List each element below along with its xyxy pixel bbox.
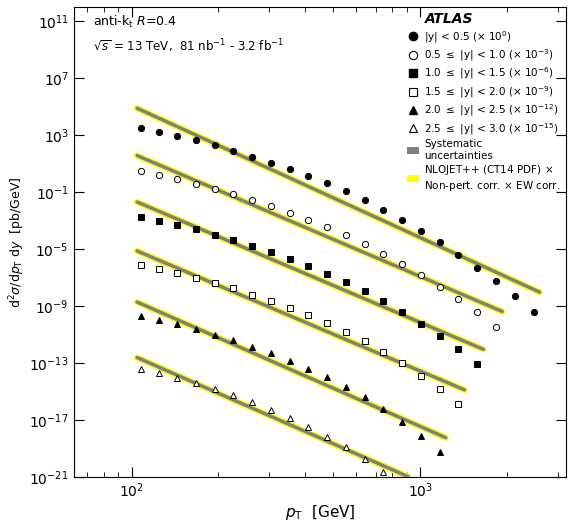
Y-axis label: d$^{2}\sigma$/d$p_{\mathrm{T}}$ d$y$  [pb/GeV]: d$^{2}\sigma$/d$p_{\mathrm{T}}$ d$y$ [pb… <box>7 176 26 308</box>
X-axis label: $p_{\mathrm{T}}$  [GeV]: $p_{\mathrm{T}}$ [GeV] <box>285 503 355 522</box>
Legend: ATLAS, |y| < 0.5 ($\times$ 10$^{0}$), 0.5 $\leq$ |y| < 1.0 ($\times$ 10$^{-3}$),: ATLAS, |y| < 0.5 ($\times$ 10$^{0}$), 0.… <box>405 10 563 196</box>
Text: $\sqrt{s}$ = 13 TeV,  81 nb$^{-1}$ - 3.2 fb$^{-1}$: $\sqrt{s}$ = 13 TeV, 81 nb$^{-1}$ - 3.2 … <box>93 38 284 55</box>
Text: anti-k$_{\mathrm{t}}$ $R$=0.4: anti-k$_{\mathrm{t}}$ $R$=0.4 <box>93 14 177 30</box>
